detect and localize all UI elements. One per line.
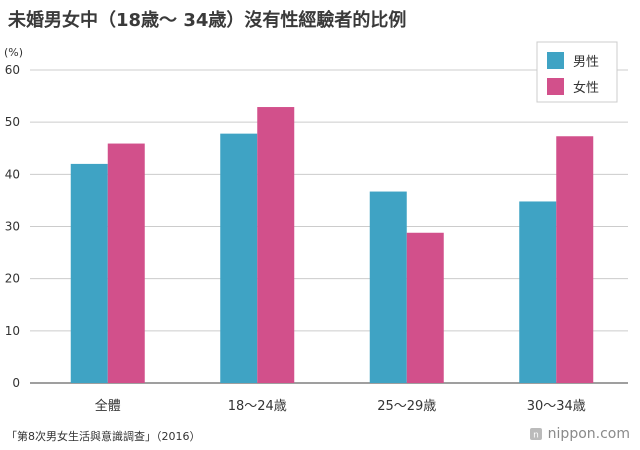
brand-name: nippon.com bbox=[547, 426, 630, 442]
bar bbox=[107, 143, 145, 383]
legend-label: 女性 bbox=[573, 80, 599, 96]
x-tick-label: 30〜34歳 bbox=[527, 399, 586, 414]
bar bbox=[257, 107, 295, 383]
x-tick-label: 18〜24歳 bbox=[228, 399, 287, 414]
bar bbox=[556, 136, 594, 383]
bar bbox=[369, 191, 407, 383]
y-tick-label: 30 bbox=[5, 220, 20, 234]
chart-title: 未婚男女中（18歳〜 34歳）沒有性經驗者的比例 bbox=[8, 10, 407, 31]
legend-label: 男性 bbox=[573, 55, 599, 70]
source-note: 「第8次男女生活與意識調查」（2016） bbox=[6, 430, 201, 443]
svg-text:n: n bbox=[533, 431, 539, 441]
y-tick-label: 20 bbox=[5, 272, 20, 286]
bar bbox=[519, 201, 557, 383]
bar bbox=[70, 163, 108, 383]
y-tick-label: 50 bbox=[5, 115, 20, 129]
nippon-logo-icon: n bbox=[529, 428, 542, 441]
legend-swatch bbox=[547, 52, 564, 69]
y-tick-label: 10 bbox=[5, 324, 20, 338]
brand-logo: n nippon.com bbox=[529, 426, 630, 442]
x-tick-label: 全體 bbox=[95, 398, 121, 414]
y-tick-label: 60 bbox=[5, 63, 20, 77]
y-tick-label: 0 bbox=[12, 376, 20, 390]
bar bbox=[406, 232, 444, 383]
legend-swatch bbox=[547, 78, 564, 95]
x-tick-label: 25〜29歳 bbox=[377, 399, 436, 414]
y-unit-label: (%) bbox=[4, 46, 23, 59]
bar bbox=[220, 133, 258, 383]
y-tick-label: 40 bbox=[5, 167, 20, 181]
